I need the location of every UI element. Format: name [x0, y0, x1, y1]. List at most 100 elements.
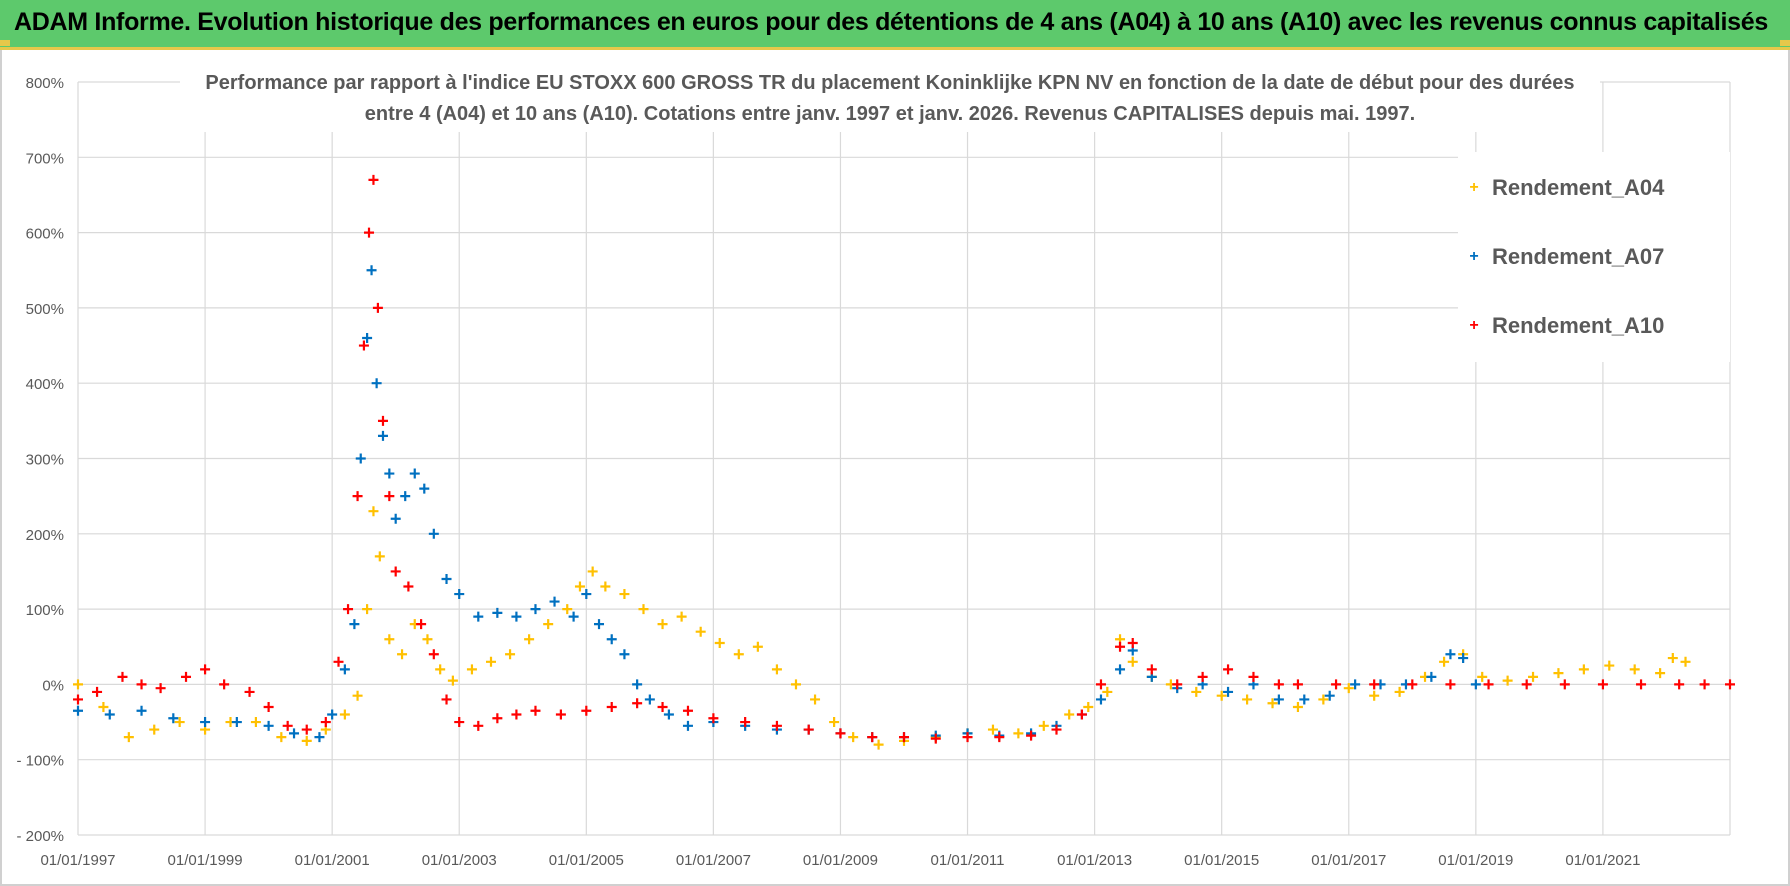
data-point-rendement_a07 — [200, 717, 211, 728]
legend-marker-a10: + — [1469, 317, 1479, 334]
data-point-rendement_a04 — [1216, 690, 1227, 701]
data-point-rendement_a10 — [403, 581, 414, 592]
data-point-rendement_a10 — [899, 732, 909, 743]
data-point-rendement_a07 — [1095, 694, 1106, 705]
data-point-rendement_a10 — [632, 698, 643, 709]
data-point-rendement_a04 — [368, 506, 379, 517]
data-point-rendement_a10 — [1674, 679, 1685, 690]
series-rendement_a04 — [73, 506, 1691, 750]
data-point-rendement_a04 — [848, 732, 859, 743]
data-point-rendement_a04 — [301, 735, 312, 746]
data-point-rendement_a10 — [200, 664, 211, 675]
x-tick-label: 01/01/2003 — [422, 852, 497, 869]
data-point-rendement_a10 — [511, 709, 522, 720]
data-point-rendement_a04 — [362, 604, 373, 615]
data-point-rendement_a04 — [676, 611, 687, 622]
data-point-rendement_a10 — [390, 566, 401, 577]
y-tick-label: - 100% — [16, 753, 64, 770]
data-point-rendement_a04 — [638, 604, 649, 615]
data-point-rendement_a10 — [1095, 679, 1106, 690]
data-point-rendement_a04 — [1528, 671, 1539, 682]
data-point-rendement_a10 — [657, 701, 668, 712]
data-point-rendement_a10 — [1248, 671, 1259, 682]
x-tick-label: 01/01/2001 — [295, 852, 370, 869]
data-point-rendement_a10 — [1223, 664, 1234, 675]
y-tick-label: 0% — [42, 677, 64, 694]
data-point-rendement_a04 — [1038, 720, 1049, 731]
data-point-rendement_a07 — [289, 728, 300, 739]
data-point-rendement_a04 — [1127, 656, 1138, 667]
data-point-rendement_a07 — [682, 720, 693, 731]
data-point-rendement_a04 — [587, 566, 598, 577]
data-point-rendement_a10 — [428, 649, 439, 660]
x-tick-label: 01/01/2015 — [1184, 852, 1259, 869]
data-series — [73, 174, 1735, 750]
data-point-rendement_a10 — [803, 724, 814, 735]
data-point-rendement_a10 — [1146, 664, 1157, 675]
data-point-rendement_a07 — [400, 491, 411, 502]
data-point-rendement_a10 — [835, 728, 846, 739]
data-point-rendement_a10 — [1076, 709, 1087, 720]
data-point-rendement_a04 — [771, 664, 782, 675]
data-point-rendement_a10 — [181, 671, 192, 682]
data-point-rendement_a04 — [752, 641, 763, 652]
data-point-rendement_a07 — [594, 619, 605, 630]
data-point-rendement_a07 — [409, 468, 420, 479]
data-point-rendement_a04 — [600, 581, 611, 592]
data-point-rendement_a07 — [366, 265, 377, 276]
data-point-rendement_a04 — [1369, 690, 1380, 701]
data-point-rendement_a04 — [1343, 683, 1354, 694]
data-point-rendement_a07 — [314, 732, 325, 743]
x-tick-label: 01/01/2011 — [931, 852, 1005, 869]
data-point-rendement_a07 — [263, 720, 274, 731]
data-point-rendement_a10 — [1521, 679, 1532, 690]
data-point-rendement_a04 — [1242, 694, 1253, 705]
data-point-rendement_a10 — [740, 717, 751, 728]
data-point-rendement_a07 — [1273, 694, 1284, 705]
data-point-rendement_a07 — [73, 705, 83, 716]
x-tick-label: 01/01/2019 — [1438, 852, 1513, 869]
x-tick-label: 01/01/2005 — [549, 852, 624, 869]
legend-item-a04: + Rendement_A04 — [1458, 168, 1664, 208]
data-point-rendement_a04 — [810, 694, 821, 705]
data-point-rendement_a10 — [333, 656, 344, 667]
data-point-rendement_a04 — [987, 724, 998, 735]
data-point-rendement_a10 — [136, 679, 147, 690]
data-point-rendement_a04 — [1553, 668, 1564, 679]
data-point-rendement_a10 — [117, 671, 128, 682]
data-point-rendement_a10 — [1483, 679, 1494, 690]
y-tick-label: - 200% — [16, 828, 64, 845]
data-point-rendement_a10 — [368, 174, 379, 185]
legend-item-a07: + Rendement_A07 — [1458, 237, 1664, 277]
report-header: ADAM Informe. Evolution historique des p… — [0, 0, 1790, 50]
data-point-rendement_a04 — [543, 619, 554, 630]
data-point-rendement_a04 — [374, 551, 385, 562]
x-tick-label: 01/01/2009 — [803, 852, 878, 869]
data-point-rendement_a07 — [390, 513, 401, 524]
data-point-rendement_a04 — [1629, 664, 1640, 675]
data-point-rendement_a04 — [1013, 728, 1024, 739]
data-point-rendement_a10 — [930, 733, 941, 744]
data-point-rendement_a04 — [1318, 694, 1329, 705]
data-point-rendement_a04 — [695, 626, 706, 637]
data-point-rendement_a10 — [1127, 637, 1138, 648]
data-point-rendement_a04 — [174, 717, 185, 728]
data-point-rendement_a04 — [1680, 656, 1691, 667]
data-point-rendement_a07 — [606, 634, 617, 645]
data-point-rendement_a04 — [149, 724, 160, 735]
data-point-rendement_a07 — [428, 528, 439, 539]
data-point-rendement_a10 — [92, 686, 103, 697]
data-point-rendement_a04 — [276, 732, 287, 743]
data-point-rendement_a10 — [1725, 679, 1735, 690]
data-point-rendement_a07 — [1299, 694, 1310, 705]
data-point-rendement_a10 — [994, 732, 1005, 743]
corner-accent-left — [0, 40, 10, 46]
data-point-rendement_a07 — [168, 713, 179, 724]
data-point-rendement_a07 — [327, 709, 338, 720]
data-point-rendement_a04 — [714, 637, 725, 648]
data-point-rendement_a10 — [384, 491, 395, 502]
data-point-rendement_a04 — [1439, 656, 1450, 667]
data-point-rendement_a07 — [1223, 686, 1234, 697]
